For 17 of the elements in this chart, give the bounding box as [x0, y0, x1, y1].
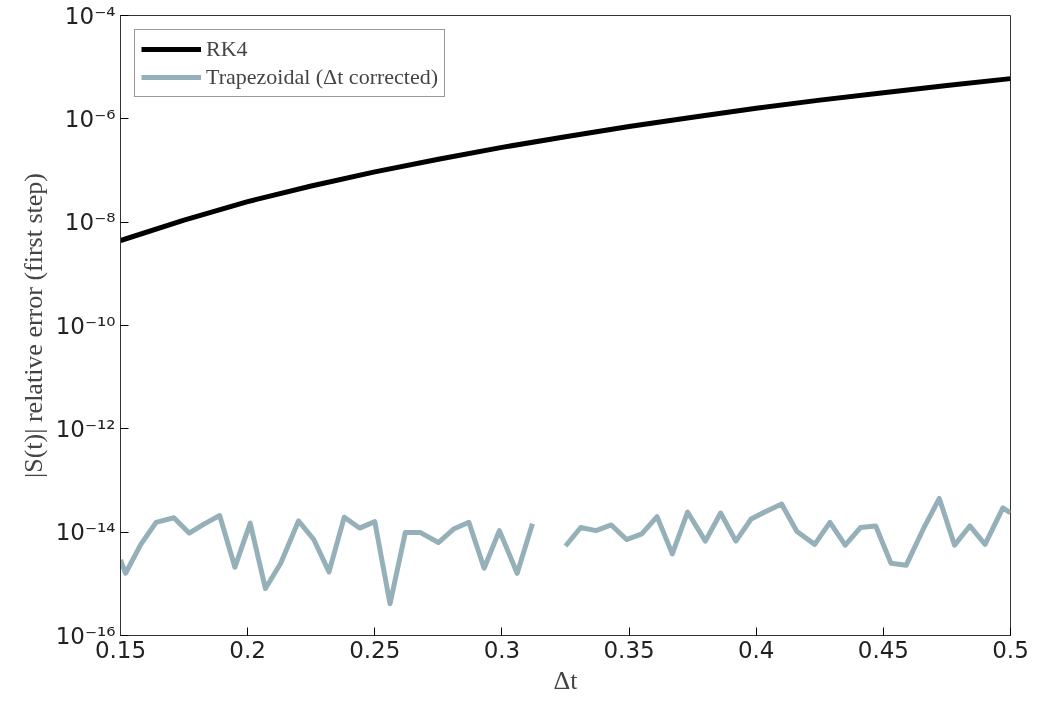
y-tick-label: 10⁻¹⁴	[55, 519, 116, 546]
y-tick-label: 10⁻⁴	[64, 2, 116, 29]
x-tick-label: 0.3	[483, 636, 521, 663]
y-tick-label: 10⁻¹²	[55, 415, 116, 442]
legend-label: Trapezoidal (Δt corrected)	[206, 64, 439, 90]
x-tick-label: 0.5	[992, 636, 1029, 663]
x-tick-label: 0.45	[857, 636, 909, 663]
x-tick-label: 0.35	[603, 636, 655, 663]
y-tick-label: 10⁻¹⁰	[55, 312, 116, 339]
x-tick-label: 0.4	[737, 636, 775, 663]
y-tick-label: 10⁻⁶	[64, 105, 116, 132]
y-axis-title: |S(t)| relative error (first step)	[18, 173, 48, 478]
legend-label: RK4	[206, 36, 248, 62]
x-tick-label: 0.2	[229, 636, 266, 663]
y-tick-label: 10⁻⁸	[64, 209, 116, 236]
x-axis-title: Δt	[553, 665, 579, 695]
x-tick-label: 0.25	[349, 636, 401, 663]
